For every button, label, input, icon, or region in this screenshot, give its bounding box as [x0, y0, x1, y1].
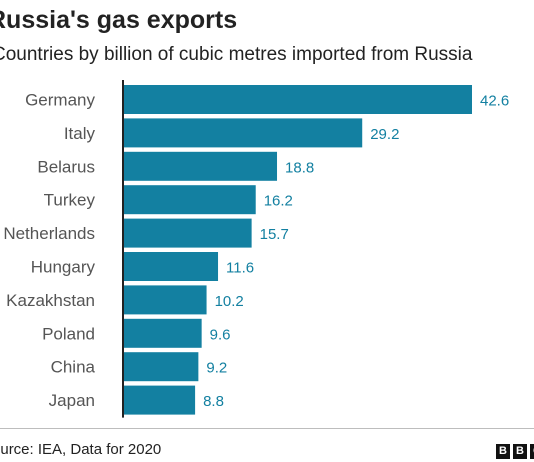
logo-letter-c: C [530, 444, 534, 459]
value-label-germany: 42.6 [480, 93, 509, 110]
bar-poland [123, 318, 202, 348]
value-label-belarus: 18.8 [285, 159, 314, 176]
bar-germany [123, 85, 472, 114]
bar-chart: Germany 42.6 Italy 29.2 Belarus 18.8 Turkey 16.… [3, 80, 509, 418]
value-label-japan: 8.8 [203, 393, 224, 410]
category-label-turkey: Turkey [44, 191, 96, 210]
bar-hungary [123, 252, 219, 281]
footer-divider [0, 428, 534, 429]
chart-subtitle: Countries by billion of cubic metres imp… [0, 44, 473, 65]
value-label-hungary: 11.6 [226, 260, 254, 277]
bar-china [123, 352, 199, 382]
category-label-china: China [51, 358, 96, 377]
logo-letter-b2: B [513, 444, 527, 459]
value-label-turkey: 16.2 [264, 193, 293, 210]
category-label-hungary: Hungary [31, 258, 96, 277]
logo-letter-b1: B [496, 444, 510, 459]
category-label-poland: Poland [42, 324, 95, 343]
category-label-germany: Germany [25, 91, 95, 110]
bar-italy [123, 118, 363, 148]
source-note: Source: IEA, Data for 2020 [0, 441, 162, 458]
value-label-kazakhstan: 10.2 [215, 293, 244, 310]
chart-title: Russia's gas exports [0, 6, 238, 34]
value-label-poland: 9.6 [210, 326, 231, 343]
bar-kazakhstan [123, 285, 207, 315]
bar-japan [123, 385, 196, 415]
value-label-italy: 29.2 [370, 126, 399, 143]
value-label-netherlands: 15.7 [260, 226, 289, 243]
bbc-logo: B B C [496, 444, 534, 459]
category-label-netherlands: Netherlands [3, 224, 95, 243]
bar-belarus [123, 151, 278, 181]
category-label-japan: Japan [49, 391, 95, 410]
category-label-italy: Italy [64, 124, 96, 143]
category-label-belarus: Belarus [37, 157, 95, 176]
bar-netherlands [123, 218, 252, 248]
value-label-china: 9.2 [206, 360, 227, 377]
category-label-kazakhstan: Kazakhstan [6, 291, 95, 310]
bar-turkey [123, 185, 256, 215]
